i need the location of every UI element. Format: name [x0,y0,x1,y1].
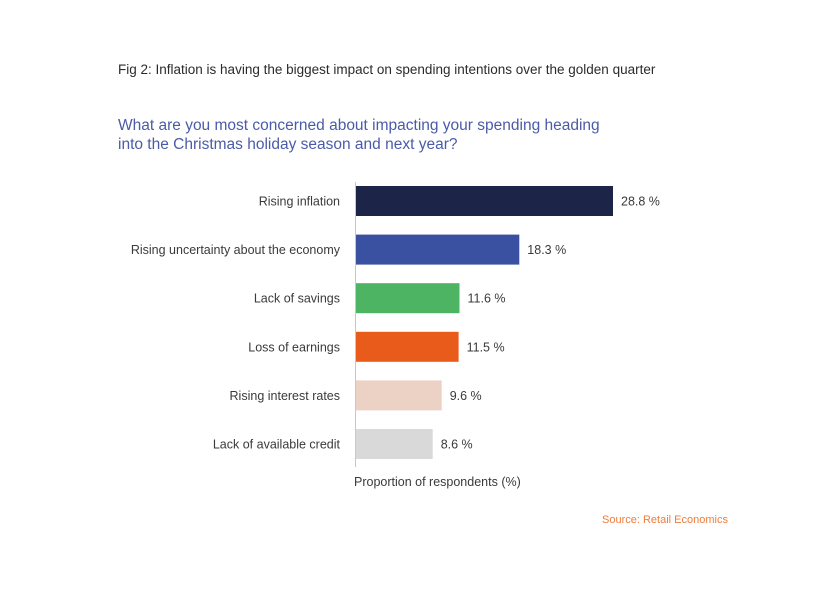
data-label: 11.5 % [467,340,505,354]
bar [356,331,459,362]
bar [356,429,433,459]
data-label: 9.6 % [450,389,482,403]
data-label: 28.8 % [621,195,660,209]
category-label: Loss of earnings [248,340,340,354]
category-label: Rising inflation [259,195,340,209]
bar [356,283,460,314]
bar [356,380,442,411]
bar [356,186,613,216]
survey-question: What are you most concerned about impact… [118,116,638,154]
category-label: Lack of available credit [213,438,341,452]
category-label: Rising uncertainty about the economy [131,243,341,257]
survey-question-line-1: What are you most concerned about impact… [118,117,600,134]
x-axis-label: Proportion of respondents (%) [354,475,521,489]
data-label: 11.6 % [468,292,506,306]
bar [356,234,520,265]
source-note: Source: Retail Economics [602,514,728,526]
data-label: 18.3 % [527,243,566,257]
figure-caption: Fig 2: Inflation is having the biggest i… [118,62,656,77]
survey-question-line-2: into the Christmas holiday season and ne… [118,136,458,153]
category-label: Lack of savings [254,292,340,306]
data-label: 8.6 % [441,438,473,452]
category-label: Rising interest rates [230,389,340,403]
